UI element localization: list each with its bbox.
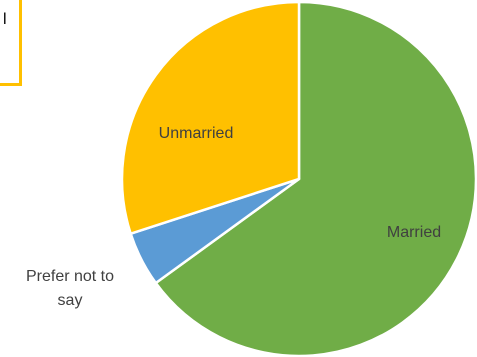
legend-fragment-box: l — [0, 0, 22, 86]
data-label-unmarried: Unmarried — [159, 125, 234, 142]
legend-fragment-text: l — [3, 11, 7, 28]
data-label-married: Married — [387, 224, 441, 241]
data-label-prefer-not-to-say: Prefer not to say — [26, 268, 114, 309]
pie-slice-unmarried — [120, 0, 301, 235]
pie-slice-married — [154, 0, 477, 357]
